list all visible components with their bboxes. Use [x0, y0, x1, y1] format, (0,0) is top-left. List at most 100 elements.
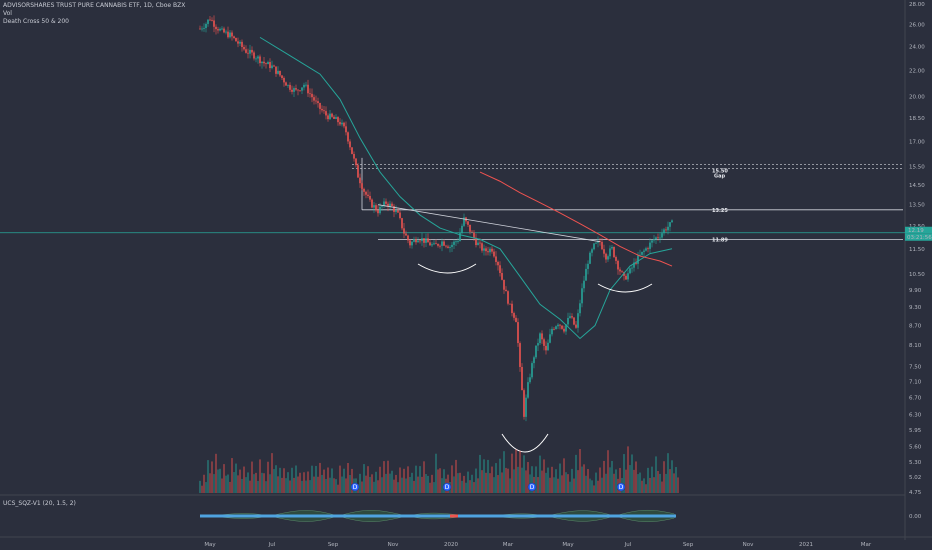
candle: [303, 84, 305, 88]
candle: [485, 248, 487, 252]
volume-bar: [493, 477, 495, 493]
volume-bar: [451, 465, 453, 493]
volume-bar: [383, 461, 385, 493]
volume-bar: [417, 476, 419, 493]
candle: [295, 88, 297, 90]
volume-bar: [505, 467, 507, 493]
candle: [397, 210, 399, 213]
volume-bar: [301, 480, 303, 493]
volume-bar: [633, 469, 635, 493]
countdown-text: 03:21:56: [907, 235, 932, 241]
volume-bar: [201, 485, 203, 493]
candle: [523, 390, 525, 417]
candle: [251, 49, 253, 53]
candle: [391, 203, 393, 206]
volume-bar: [297, 476, 299, 493]
x-tick-label: Mar: [861, 542, 872, 548]
candle: [351, 147, 353, 154]
y-tick-label: 22.00: [909, 68, 925, 74]
squeeze-dots: [200, 514, 676, 518]
volume-bar: [325, 478, 327, 493]
candle: [647, 248, 649, 250]
candle: [283, 78, 285, 83]
ma-label[interactable]: Death Cross 50 & 200: [3, 18, 69, 25]
candle: [325, 111, 327, 116]
volume-bar: [263, 473, 265, 493]
volume-bar: [565, 472, 567, 493]
candle: [321, 108, 323, 111]
volume-bar: [485, 472, 487, 493]
candle: [537, 343, 539, 346]
candle: [449, 246, 451, 248]
level-label: 15.50: [712, 169, 728, 175]
head-arc: [501, 433, 549, 453]
volume-bar: [413, 480, 415, 493]
candle: [223, 28, 225, 33]
candle: [379, 206, 381, 214]
volume-bar: [463, 475, 465, 493]
volume-bar: [365, 475, 367, 493]
volume-bar: [469, 480, 471, 493]
candle: [437, 243, 439, 246]
badge-circle: [616, 482, 626, 492]
volume-bar: [671, 460, 673, 493]
candle: [205, 23, 207, 29]
y-tick-label: 7.50: [909, 364, 922, 370]
candle: [375, 205, 377, 211]
volume-bar: [559, 463, 561, 493]
volume-bar: [455, 459, 457, 493]
volume-bar: [375, 471, 377, 493]
volume-bar: [653, 477, 655, 493]
volume-bar: [461, 480, 463, 493]
candle: [209, 19, 211, 21]
volume-bar: [327, 467, 329, 493]
volume-bar: [629, 465, 631, 493]
last-price-badge: [905, 226, 932, 234]
candle: [585, 268, 587, 281]
volume-bar: [435, 453, 437, 493]
volume-bar: [223, 464, 225, 493]
indicator-label[interactable]: UCS_SQZ-V1 (20, 1.5, 2): [3, 500, 76, 507]
volume-bar: [283, 468, 285, 493]
volume-bar: [675, 467, 677, 493]
volume-bar: [363, 464, 365, 493]
y-tick-label: 6.70: [909, 395, 922, 401]
x-tick-label: Sep: [683, 542, 694, 548]
volume-bar: [631, 454, 633, 493]
volume-bar: [635, 461, 637, 493]
y-tick-label: 8.10: [909, 343, 922, 349]
volume-bar: [211, 461, 213, 493]
volume-bar: [669, 469, 671, 493]
y-tick-label: 26.00: [909, 22, 925, 28]
volume-bar: [237, 475, 239, 493]
candle: [219, 28, 221, 31]
volume-bar: [475, 468, 477, 493]
candle: [367, 194, 369, 196]
candle: [319, 103, 321, 109]
volume-bar: [611, 460, 613, 493]
candle: [305, 84, 307, 86]
volume-bar: [625, 469, 627, 493]
candle: [525, 397, 527, 417]
volume-bar: [571, 468, 573, 493]
volume-bar: [249, 480, 251, 493]
y-tick-label: 5.30: [909, 460, 922, 466]
volume-bar: [585, 475, 587, 493]
candle: [335, 117, 337, 119]
volume-bar: [479, 454, 481, 493]
candle: [347, 132, 349, 142]
candle: [509, 303, 511, 305]
volume-bar: [339, 465, 341, 493]
symbol-title[interactable]: ADVISORSHARES TRUST PURE CANNABIS ETF, 1…: [3, 2, 186, 9]
volume-bar: [289, 480, 291, 493]
volume-bar: [515, 449, 517, 493]
volume-bar: [423, 461, 425, 493]
volume-bar: [523, 455, 525, 493]
x-tick-label: Jul: [624, 542, 632, 548]
candle: [487, 251, 489, 253]
volume-bar: [343, 468, 345, 493]
volume-label[interactable]: Vol: [3, 10, 12, 17]
volume-bar: [657, 471, 659, 493]
